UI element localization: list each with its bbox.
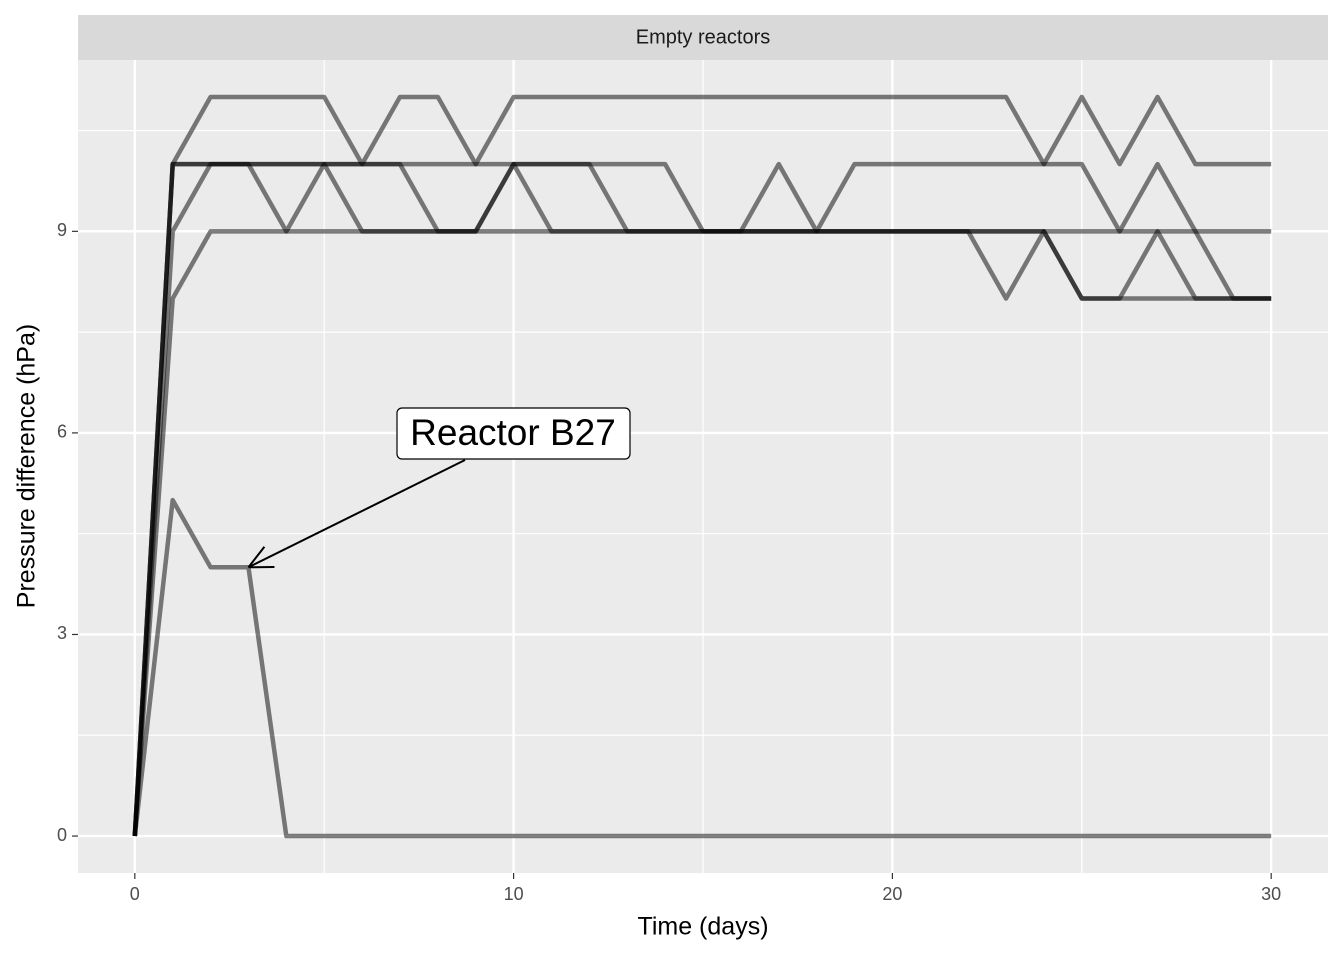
series-line bbox=[132, 497, 1272, 839]
arrow-head bbox=[247, 546, 266, 568]
y-tick-label: 0 bbox=[57, 825, 67, 845]
y-axis-title: Pressure difference (hPa) bbox=[13, 324, 41, 608]
x-tick-label: 20 bbox=[882, 884, 902, 904]
strip bbox=[78, 15, 1328, 60]
facet-title: Empty reactors bbox=[636, 26, 770, 48]
x-tick-label: 30 bbox=[1261, 884, 1281, 904]
annotation-box bbox=[396, 407, 631, 460]
x-axis-title: Time (days) bbox=[637, 913, 768, 941]
annotation-arrow bbox=[248, 459, 466, 569]
y-tick-label: 9 bbox=[57, 220, 67, 240]
annotation-label: Reactor B27 bbox=[410, 412, 616, 453]
x-tick-label: 10 bbox=[504, 884, 524, 904]
series-line bbox=[132, 94, 1272, 837]
series-line bbox=[132, 161, 1272, 837]
x-tick-label: 0 bbox=[130, 884, 140, 904]
y-tick-label: 3 bbox=[57, 623, 67, 643]
y-tick-label: 6 bbox=[57, 422, 67, 442]
